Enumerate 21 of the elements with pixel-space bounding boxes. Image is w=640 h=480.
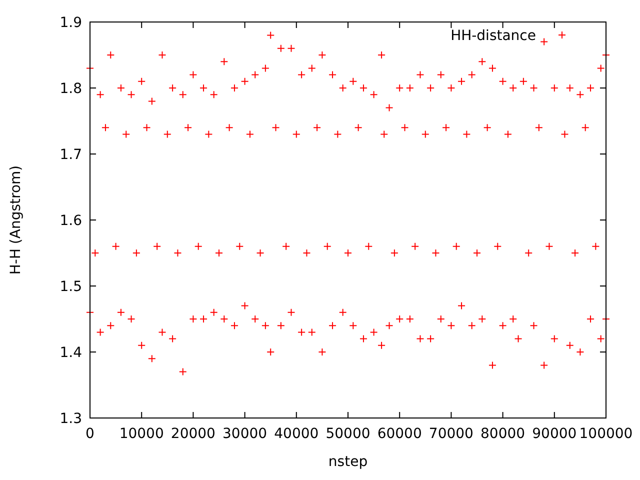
x-tick-label: 60000: [377, 426, 422, 442]
x-tick-label: 40000: [274, 426, 319, 442]
y-tick-label: 1.4: [60, 344, 82, 361]
y-tick-label: 1.8: [60, 80, 82, 97]
legend-label: HH-distance: [450, 28, 536, 44]
y-tick-label: 1.6: [60, 212, 82, 229]
x-tick-label: 50000: [326, 426, 370, 442]
x-axis-title: nstep: [328, 454, 368, 470]
x-tick-label: 10000: [119, 426, 164, 442]
x-tick-label: 90000: [532, 426, 577, 442]
x-tick-label: 70000: [428, 426, 474, 442]
y-tick-label: 1.7: [60, 146, 82, 163]
y-tick-label: 1.3: [60, 410, 82, 427]
x-tick-label: 20000: [170, 426, 216, 442]
x-tick-label: 0: [86, 426, 94, 442]
x-tick-label: 30000: [222, 426, 268, 442]
x-tick-label: 100000: [579, 426, 633, 442]
y-axis-title: H-H (Angstrom): [8, 165, 24, 275]
y-tick-label: 1.5: [60, 278, 82, 295]
x-tick-label: 80000: [480, 426, 526, 442]
y-tick-label: 1.9: [60, 14, 82, 31]
